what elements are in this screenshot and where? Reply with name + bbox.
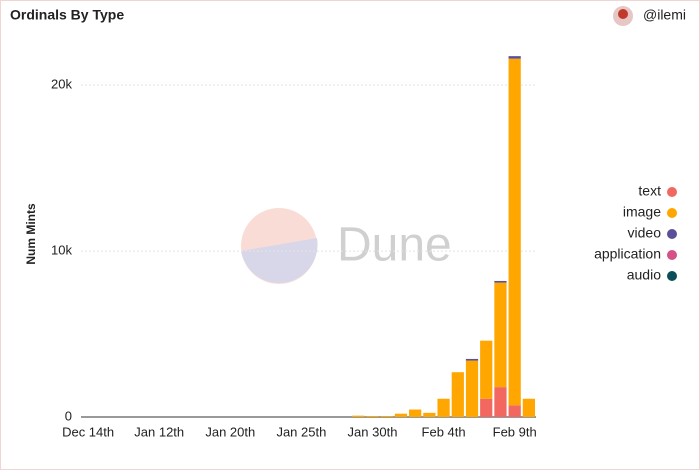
legend-swatch	[667, 250, 677, 260]
avatar-icon	[618, 9, 628, 19]
x-tick-label: Jan 12th	[134, 424, 184, 439]
x-tick-label: Jan 20th	[205, 424, 255, 439]
chart-title: Ordinals By Type	[10, 7, 124, 23]
x-tick-label: Jan 30th	[348, 424, 398, 439]
legend-label: audio	[627, 267, 661, 283]
x-tick-label: Feb 9th	[493, 424, 537, 439]
x-tick-label: Jan 25th	[276, 424, 326, 439]
bar-segment	[352, 415, 365, 417]
bar-segment	[423, 412, 436, 417]
bar-segment	[394, 413, 408, 417]
bar-segment	[508, 56, 521, 59]
author[interactable]: @ilemi	[643, 7, 686, 23]
legend-swatch	[667, 187, 677, 197]
bar-segment	[508, 405, 521, 417]
bar-segment	[494, 282, 507, 388]
legend-label: text	[638, 183, 661, 199]
legend-swatch	[667, 271, 677, 281]
legend-swatch	[667, 208, 677, 218]
y-tick-label: 20k	[51, 77, 72, 92]
bar-segment	[465, 360, 479, 417]
bar-segment	[480, 340, 493, 399]
bar-segment	[366, 416, 379, 417]
bar-segment	[522, 398, 536, 417]
bar-segment	[508, 58, 521, 406]
legend-label: image	[623, 204, 661, 220]
bar-segment	[465, 358, 479, 361]
bar-segment	[409, 409, 422, 417]
bar-segment	[494, 280, 507, 283]
bar-segment	[451, 372, 464, 417]
bar-segment	[380, 416, 393, 417]
y-axis-label: Num Mints	[24, 203, 38, 265]
legend-label: application	[594, 246, 661, 262]
y-tick-label: 0	[65, 408, 72, 423]
bar-segment	[480, 398, 493, 417]
watermark-logo	[241, 208, 317, 284]
bar-segment	[494, 387, 507, 417]
y-tick-label: 10k	[51, 243, 72, 258]
watermark-logo-part	[241, 238, 318, 284]
watermark: Dune	[241, 208, 452, 284]
x-tick-label: Feb 4th	[422, 424, 466, 439]
bar-segment	[437, 398, 450, 417]
watermark-text: Dune	[337, 219, 452, 272]
x-tick-label: Dec 14th	[62, 424, 114, 439]
legend-swatch	[667, 229, 677, 239]
legend-label: video	[628, 225, 662, 241]
